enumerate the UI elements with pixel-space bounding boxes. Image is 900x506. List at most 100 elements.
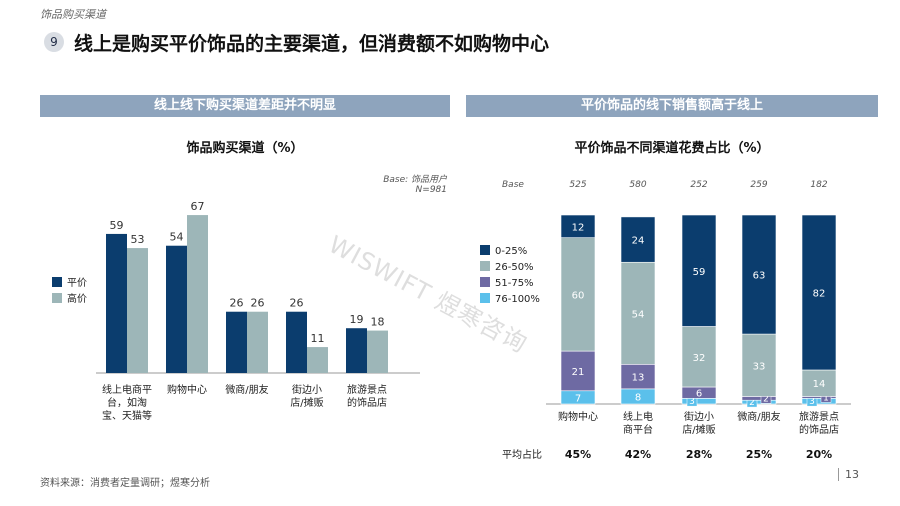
left-chart-title: 饰品购买渠道（%） [186,141,304,156]
segment-label: 59 [693,267,706,278]
base-value: 182 [810,180,827,190]
legend-label: 0-25% [495,246,527,257]
category-label: 购物中心 [167,383,207,396]
stack-segment [560,214,596,238]
segment-label: 12 [572,222,585,233]
legend-swatch [480,245,490,255]
bar-budget [166,245,187,373]
category-label: 的饰品店 [799,423,839,436]
average-share-value: 45% [565,448,591,461]
data-label: 53 [131,233,145,246]
data-label: 54 [170,231,184,244]
segment-label: 32 [693,353,706,364]
stack-segment [560,237,596,352]
page-title: 线上是购买平价饰品的主要渠道，但消费额不如购物中心 [74,33,550,55]
category-label: 商平台 [623,423,653,436]
legend-swatch [480,261,490,271]
base-value: 259 [750,180,767,190]
base-label: Base: 饰品用户 [383,175,447,185]
segment-label: 54 [632,309,645,320]
category-label: 宝、天猫等 [102,409,152,422]
slide-number-badge: 9 [44,32,64,52]
stack-segment [741,333,777,397]
segment-label: 1 [823,393,829,403]
category-label: 微商/朋友 [737,410,780,423]
average-row-label: 平均占比 [502,448,542,461]
segment-label: 24 [632,236,645,247]
category-label: 线上电商平 [102,383,152,396]
stack-segment [620,261,656,365]
segment-label: 82 [813,288,826,299]
stack-segment [801,369,837,397]
category-label: 旅游景点 [799,410,839,423]
segment-label: 14 [813,379,826,390]
base-row-label: Base [502,180,524,190]
legend-swatch [52,277,62,287]
average-share-value: 28% [686,448,712,461]
bar-budget [286,311,307,373]
data-label: 26 [251,297,265,310]
base-value: 525 [569,180,586,190]
bar-budget [106,233,127,373]
category-label: 街边小 [292,383,322,396]
segment-label: 60 [572,290,585,301]
segment-label: 3 [809,397,815,407]
stack-segment [801,214,837,371]
legend-label: 平价 [67,277,87,289]
base-n: N=981 [415,185,447,195]
data-label: 11 [311,332,325,345]
average-share-value: 42% [625,448,651,461]
data-label: 67 [191,200,205,213]
right-banner: 平价饰品的线下销售额高于线上 [466,95,878,117]
bar-budget [226,311,247,373]
category-label: 的饰品店 [347,396,387,409]
stack-segment [560,350,596,392]
bar-premium [247,311,268,373]
category-label: 台，如淘 [107,396,147,409]
stack-segment [620,216,656,263]
average-share-value: 20% [806,448,832,461]
data-label: 26 [290,297,304,310]
stack-segment [681,214,717,327]
data-label: 19 [350,313,364,326]
bar-premium [367,330,388,373]
segment-label: 33 [753,361,766,372]
category-label: 微商/朋友 [225,383,268,396]
segment-label: 2 [749,398,755,408]
segment-label: 63 [753,271,766,282]
stack-segment [681,326,717,388]
section-label: 饰品购买渠道 [40,8,106,21]
bar-budget [346,328,367,373]
bar-premium [307,347,328,373]
data-label: 59 [110,219,124,232]
base-value: 252 [690,180,707,190]
segment-label: 13 [632,373,645,384]
category-label: 旅游景点 [347,383,387,396]
category-label: 购物中心 [558,410,598,423]
category-label: 街边小 [684,410,714,423]
stack-segment [741,214,777,335]
stack-segment [620,364,656,390]
source-note: 资料来源：消费者定量调研；煜寒分析 [40,478,210,489]
segment-label: 2 [763,394,769,404]
data-label: 26 [230,297,244,310]
legend-swatch [480,293,490,303]
right-stacked-bar-chart: Base 525 580 252 259 182721601281354243632592… [480,180,851,461]
segment-label: 6 [696,389,702,400]
legend-label: 51-75% [495,278,534,289]
bar-premium [127,248,148,373]
data-label: 18 [371,316,385,329]
left-banner: 线上线下购买渠道差距并不明显 [40,95,450,117]
bar-premium [187,215,208,373]
right-chart-title: 平价饰品不同渠道花费占比（%） [574,141,770,156]
segment-label: 21 [572,367,585,378]
legend-label: 26-50% [495,262,534,273]
category-label: 店/摊贩 [290,396,323,409]
base-note: Base: 饰品用户 N=981 [362,172,447,195]
category-label: 店/摊贩 [682,423,715,436]
base-value: 580 [629,180,646,190]
legend-swatch [52,293,62,303]
segment-label: 3 [689,397,695,407]
legend-swatch [480,277,490,287]
